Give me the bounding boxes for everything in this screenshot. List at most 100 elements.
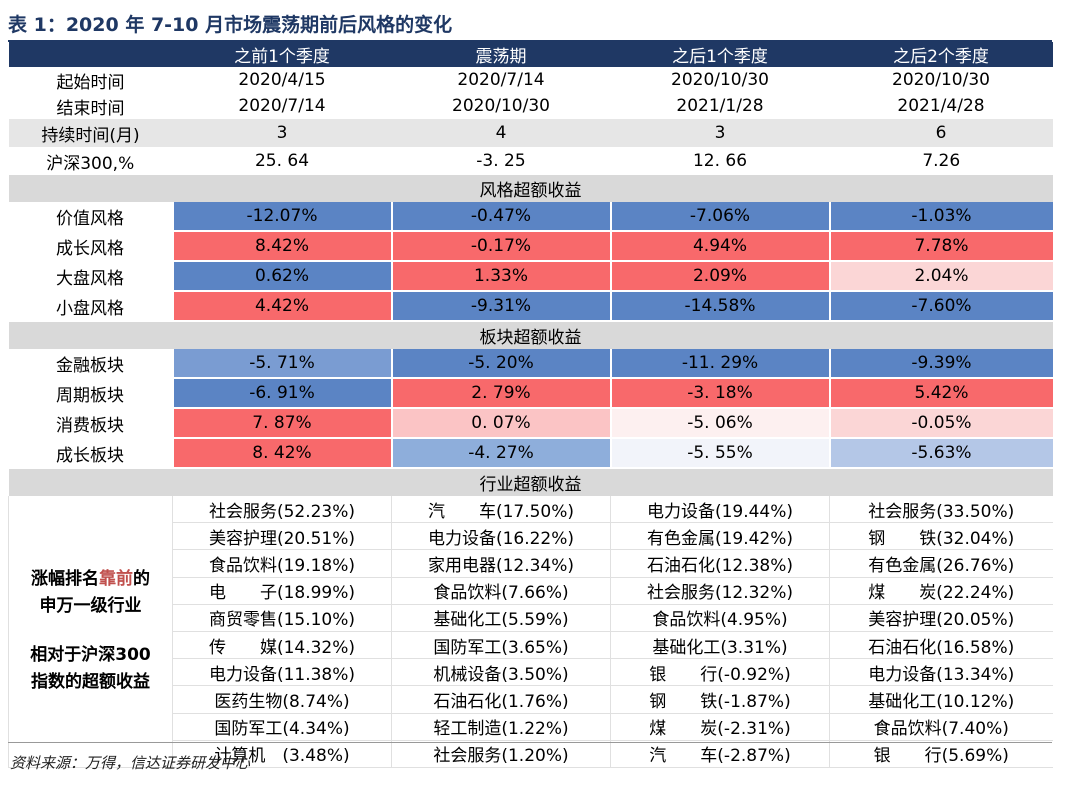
hs300-row: 沪深300,% 25. 64 -3. 25 12. 66 7.26 xyxy=(8,147,1053,175)
value-cell: 0. 07% xyxy=(390,408,611,439)
style-section-header: 风格超额收益 xyxy=(8,175,1053,202)
industry-row: 电力设备(11.38%) 机械设备(3.50%) 银 行(-0.92%) 电力设备(1… xyxy=(9,658,1053,687)
industry-cell: 钢 铁(-1.87%) xyxy=(610,685,830,714)
industry-cell: 电力设备(11.38%) xyxy=(172,658,392,687)
col-header: 之后1个季度 xyxy=(610,42,830,67)
metric-row: 价值风格 -12.07% -0.47% -7.06% -1.03% xyxy=(8,202,1053,232)
style-rows: 价值风格 -12.07% -0.47% -7.06% -1.03% 成长风格 8.42% -0… xyxy=(8,202,1053,322)
industry-cell: 汽 车(-2.87%) xyxy=(610,740,830,768)
value-cell: -7.06% xyxy=(609,202,830,232)
start-row: 起始时间 2020/4/15 2020/7/14 2020/10/30 2020… xyxy=(8,67,1053,93)
value-cell: 4.94% xyxy=(609,231,830,262)
industry-cell: 美容护理(20.51%) xyxy=(172,522,392,551)
row-label: 起始时间 xyxy=(8,67,173,93)
industry-cell: 钢 铁(32.04%) xyxy=(829,522,1053,551)
industry-rows: 涨幅排名靠前的 申万一级行业 相对于沪深300 指数的超额收益 社会服务(52.23%)… xyxy=(8,496,1053,768)
value-cell: -14.58% xyxy=(609,291,830,322)
industry-cell: 石油石化(12.38%) xyxy=(610,549,830,578)
cell: 2020/10/30 xyxy=(610,67,830,93)
col-header: 之前1个季度 xyxy=(172,42,392,67)
industry-cell: 银 行(-0.92%) xyxy=(610,658,830,687)
cell: 3 xyxy=(172,119,392,147)
industry-cell: 银 行(5.69%) xyxy=(829,740,1053,768)
industry-cell: 商贸零售(15.10%) xyxy=(172,604,392,632)
industry-cell: 国防军工(3.65%) xyxy=(391,631,611,660)
value-cell: 5.42% xyxy=(828,378,1053,409)
value-cell: -7.60% xyxy=(828,291,1053,322)
side-label-text: 指数的超额收益 xyxy=(31,672,150,693)
value-cell: 0.62% xyxy=(171,261,392,292)
end-row: 结束时间 2020/7/14 2020/10/30 2021/1/28 2021… xyxy=(8,93,1053,119)
cell: 2021/1/28 xyxy=(610,93,830,119)
sector-rows: 金融板块 -5. 71% -5. 20% -11. 29% -9.39% 周期板块 -6. … xyxy=(8,349,1053,469)
title-rule xyxy=(8,40,1052,42)
value-cell: 7.78% xyxy=(828,231,1053,262)
industry-cell: 电力设备(19.44%) xyxy=(610,496,830,524)
section-title: 板块超额收益 xyxy=(8,321,1053,349)
industry-cell: 有色金属(19.42%) xyxy=(610,522,830,551)
cell: 2021/4/28 xyxy=(829,93,1053,119)
value-cell: 4.42% xyxy=(171,291,392,322)
industry-cell: 煤 炭(-2.31%) xyxy=(610,713,830,741)
row-label: 成长板块 xyxy=(8,438,173,468)
industry-cell: 电力设备(16.22%) xyxy=(391,522,611,551)
metric-row: 成长板块 8. 42% -4. 27% -5. 55% -5.63% xyxy=(8,438,1053,469)
industry-cell: 社会服务(52.23%) xyxy=(172,496,392,524)
value-cell: 8.42% xyxy=(171,231,392,262)
industry-row: 食品饮料(19.18%) 家用电器(12.34%) 石油石化(12.38%) 有色金属… xyxy=(9,549,1053,578)
value-cell: 8. 42% xyxy=(171,438,392,469)
cell: 2020/7/14 xyxy=(391,67,611,93)
industry-cell: 计算机 (3.48%) xyxy=(172,740,392,768)
col-header: 之后2个季度 xyxy=(829,42,1053,67)
cell: 3 xyxy=(610,119,830,147)
row-label: 周期板块 xyxy=(8,378,173,408)
cell: 2020/4/15 xyxy=(172,67,392,93)
value-cell: -9.39% xyxy=(828,349,1053,379)
value-cell: -11. 29% xyxy=(609,349,830,379)
industry-row: 美容护理(20.51%) 电力设备(16.22%) 有色金属(19.42%) 钢 铁(… xyxy=(9,522,1053,551)
row-label: 持续时间(月) xyxy=(8,119,173,147)
section-title: 风格超额收益 xyxy=(8,175,1053,202)
cell: 2020/7/14 xyxy=(172,93,392,119)
industry-cell: 石油石化(1.76%) xyxy=(391,685,611,714)
value-cell: -5. 71% xyxy=(171,349,392,379)
row-label: 沪深300,% xyxy=(8,147,173,175)
side-label-text: 的 xyxy=(133,569,150,590)
row-label: 大盘风格 xyxy=(8,261,173,291)
industry-row: 商贸零售(15.10%) 基础化工(5.59%) 食品饮料(4.95%) 美容护理(2… xyxy=(9,604,1053,632)
col-header: 震荡期 xyxy=(391,42,611,67)
industry-section-header: 行业超额收益 xyxy=(8,468,1053,496)
table-title: 表 1：2020 年 7-10 月市场震荡期前后风格的变化 xyxy=(8,14,453,36)
cell: 25. 64 xyxy=(172,147,392,175)
metric-row: 小盘风格 4.42% -9.31% -14.58% -7.60% xyxy=(8,291,1053,322)
bottom-rule xyxy=(8,742,1052,743)
value-cell: 2. 79% xyxy=(390,378,611,409)
value-cell: -0.05% xyxy=(828,408,1053,439)
row-label: 小盘风格 xyxy=(8,291,173,321)
metric-row: 金融板块 -5. 71% -5. 20% -11. 29% -9.39% xyxy=(8,349,1053,379)
header-corner xyxy=(8,42,173,67)
row-label: 成长风格 xyxy=(8,231,173,261)
industry-row: 计算机 (3.48%) 社会服务(1.20%) 汽 车(-2.87%) 银 行(5.6… xyxy=(9,740,1053,768)
industry-cell: 电 子(18.99%) xyxy=(172,577,392,605)
industry-cell: 国防军工(4.34%) xyxy=(172,713,392,741)
header-row: 之前1个季度 震荡期 之后1个季度 之后2个季度 xyxy=(8,42,1053,67)
industry-cell: 基础化工(5.59%) xyxy=(391,604,611,632)
industry-cell: 机械设备(3.50%) xyxy=(391,658,611,687)
style-change-table: 之前1个季度 震荡期 之后1个季度 之后2个季度 起始时间 2020/4/15 … xyxy=(8,42,1053,768)
value-cell: -9.31% xyxy=(390,291,611,322)
metric-row: 消费板块 7. 87% 0. 07% -5. 06% -0.05% xyxy=(8,408,1053,439)
cell: -3. 25 xyxy=(391,147,611,175)
cell: 2020/10/30 xyxy=(391,93,611,119)
industry-side-label: 涨幅排名靠前的 申万一级行业 相对于沪深300 指数的超额收益 xyxy=(8,496,173,768)
industry-row: 医药生物(8.74%) 石油石化(1.76%) 钢 铁(-1.87%) 基础化工(10… xyxy=(9,685,1053,714)
value-cell: -5. 20% xyxy=(390,349,611,379)
cell: 7.26 xyxy=(829,147,1053,175)
industry-cell: 电力设备(13.34%) xyxy=(829,658,1053,687)
value-cell: 1.33% xyxy=(390,261,611,292)
row-label: 结束时间 xyxy=(8,93,173,119)
industry-cell: 食品饮料(19.18%) xyxy=(172,549,392,578)
industry-cell: 美容护理(20.05%) xyxy=(829,604,1053,632)
row-label: 金融板块 xyxy=(8,349,173,378)
side-label-text: 靠前 xyxy=(99,569,133,590)
